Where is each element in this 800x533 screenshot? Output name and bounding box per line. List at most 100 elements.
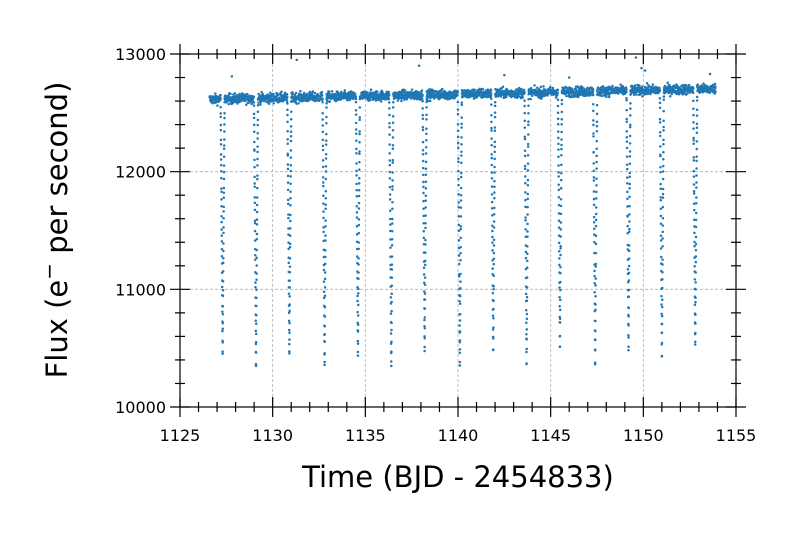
- transit-point: [458, 339, 462, 342]
- baseline-point: [668, 83, 671, 87]
- transit-point: [424, 226, 427, 230]
- transit-point: [558, 308, 562, 312]
- transit-point: [423, 318, 426, 322]
- transit-point: [459, 259, 462, 262]
- transit-point: [695, 122, 699, 126]
- transit-point: [388, 170, 392, 174]
- plot-frame: [179, 53, 737, 408]
- baseline-point: [401, 92, 404, 95]
- transit-point: [693, 265, 696, 268]
- transit-point: [491, 224, 494, 227]
- transit-point: [388, 121, 391, 125]
- transit-point: [253, 149, 256, 152]
- transit-point: [625, 117, 628, 121]
- transit-point: [222, 155, 226, 159]
- transit-point: [691, 87, 695, 90]
- transit-point: [357, 303, 360, 307]
- transit-point: [388, 133, 391, 136]
- transit-point: [391, 106, 395, 109]
- baseline-point: [687, 83, 691, 87]
- baseline-point: [294, 91, 298, 95]
- transit-point: [661, 230, 664, 234]
- transit-point: [662, 98, 666, 101]
- transit-point: [526, 154, 530, 157]
- transit-point: [460, 101, 464, 104]
- transit-point: [559, 204, 563, 208]
- transit-point: [694, 271, 697, 274]
- transit-point: [456, 141, 460, 145]
- transit-point: [661, 278, 664, 281]
- baseline-point: [245, 103, 248, 106]
- transit-point: [659, 247, 663, 250]
- transit-point: [592, 135, 595, 138]
- transit-point: [459, 286, 462, 290]
- transit-point: [594, 251, 598, 255]
- transit-point: [424, 206, 427, 209]
- transit-point: [457, 205, 461, 209]
- transit-point: [423, 349, 426, 353]
- transit-point: [593, 274, 596, 278]
- transit-point: [389, 332, 393, 335]
- transit-point: [254, 364, 258, 368]
- transit-point: [661, 224, 665, 227]
- transit-point: [222, 186, 226, 190]
- transit-point: [693, 240, 696, 244]
- transit-point: [594, 277, 597, 280]
- transit-point: [627, 315, 630, 318]
- transit-point: [594, 319, 597, 323]
- transit-point: [625, 108, 628, 112]
- transit-point: [253, 140, 256, 144]
- transit-point: [391, 136, 395, 139]
- transit-point: [459, 246, 462, 249]
- transit-point: [526, 205, 529, 209]
- transit-point: [358, 116, 362, 119]
- transit-point: [491, 229, 494, 233]
- transit-point: [662, 95, 666, 98]
- baseline-point: [325, 100, 329, 103]
- transit-point: [661, 177, 665, 181]
- baseline-point: [644, 92, 647, 96]
- transit-point: [358, 152, 361, 155]
- transit-point: [355, 182, 358, 186]
- transit-point: [220, 198, 223, 201]
- transit-point: [557, 188, 561, 192]
- transit-point: [658, 106, 662, 109]
- transit-point: [289, 118, 293, 121]
- transit-point: [221, 305, 225, 308]
- transit-point: [289, 125, 293, 128]
- transit-point: [592, 132, 595, 135]
- baseline-point: [556, 91, 559, 95]
- transit-point: [662, 164, 665, 168]
- transit-point: [490, 137, 493, 140]
- transit-point: [256, 103, 260, 107]
- baseline-point: [489, 94, 493, 98]
- transit-point: [692, 99, 695, 103]
- transit-point: [558, 334, 562, 338]
- transit-point: [625, 130, 629, 133]
- baseline-point: [456, 94, 459, 97]
- baseline-point: [494, 95, 498, 98]
- baseline-point: [625, 90, 628, 94]
- baseline-point: [641, 95, 644, 98]
- transit-point: [525, 362, 528, 365]
- transit-point: [692, 121, 695, 124]
- transit-point: [595, 154, 598, 158]
- transit-point: [695, 155, 698, 158]
- transit-point: [527, 133, 530, 136]
- transit-point: [460, 103, 464, 107]
- transit-point: [595, 120, 599, 123]
- transit-point: [661, 271, 664, 274]
- transit-point: [286, 138, 289, 141]
- transit-point: [324, 139, 328, 142]
- baseline-point: [261, 92, 265, 96]
- transit-point: [388, 209, 392, 213]
- transit-point: [289, 213, 292, 217]
- transit-point: [661, 170, 665, 173]
- baseline-point: [645, 81, 649, 85]
- transit-point: [560, 163, 563, 167]
- transit-point: [524, 191, 527, 194]
- transit-point: [628, 155, 632, 158]
- transit-point: [457, 160, 460, 164]
- transit-point: [323, 352, 326, 355]
- transit-point: [425, 139, 428, 142]
